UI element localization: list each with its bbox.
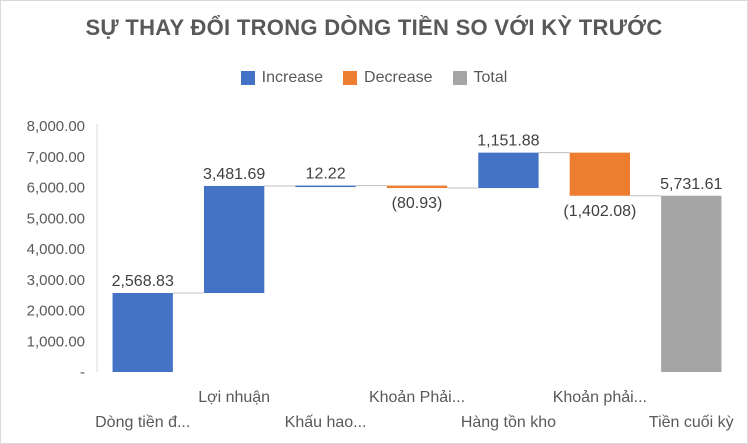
y-tick-label: 6,000.00 (27, 180, 85, 197)
y-tick-label: - (80, 364, 85, 381)
y-tick-label: 2,000.00 (27, 303, 85, 320)
legend-item-increase: Increase (240, 69, 324, 87)
legend-label-increase: Increase (261, 69, 324, 86)
bar-increase (112, 293, 173, 372)
legend-label-decrease: Decrease (364, 69, 433, 86)
x-category-label: Khoản Phải... (369, 389, 465, 406)
y-tick-label: 8,000.00 (27, 118, 85, 135)
data-label: 3,481.69 (203, 166, 265, 183)
data-label: 12.22 (306, 166, 346, 183)
y-tick-label: 7,000.00 (27, 149, 85, 166)
legend-swatch-increase (240, 71, 255, 85)
y-tick-label: 4,000.00 (27, 241, 85, 258)
bar-decrease (569, 152, 631, 196)
bar-decrease (386, 185, 448, 189)
chart-title: SỰ THAY ĐỔI TRONG DÒNG TIỀN SO VỚI KỲ TR… (85, 15, 663, 40)
y-tick-label: 1,000.00 (27, 333, 85, 350)
data-label: (80.93) (392, 195, 443, 212)
bar-increase (295, 185, 356, 188)
data-label: 5,731.61 (660, 176, 722, 193)
y-tick-label: 3,000.00 (27, 272, 85, 289)
x-category-label: Hàng tồn kho (461, 414, 556, 431)
legend: Increase Decrease Total (1, 69, 747, 87)
x-category-label: Dòng tiền đ... (95, 414, 190, 431)
bar-increase (478, 152, 539, 189)
x-category-label: Tiền cuối kỳ (649, 414, 734, 431)
data-label: (1,402.08) (563, 203, 636, 220)
legend-item-total: Total (452, 69, 508, 87)
legend-label-total: Total (473, 69, 508, 86)
bar-increase (203, 185, 265, 294)
data-label: 2,568.83 (112, 273, 174, 290)
y-tick-label: 5,000.00 (27, 210, 85, 227)
x-category-label: Lợi nhuận (198, 389, 270, 406)
legend-item-decrease: Decrease (343, 69, 433, 87)
data-label: 1,151.88 (477, 133, 539, 150)
x-category-label: Khấu hao... (285, 414, 367, 431)
x-category-label: Khoản phải... (553, 389, 647, 406)
legend-swatch-decrease (343, 71, 358, 85)
bar-total (661, 195, 722, 372)
legend-swatch-total (452, 71, 467, 85)
